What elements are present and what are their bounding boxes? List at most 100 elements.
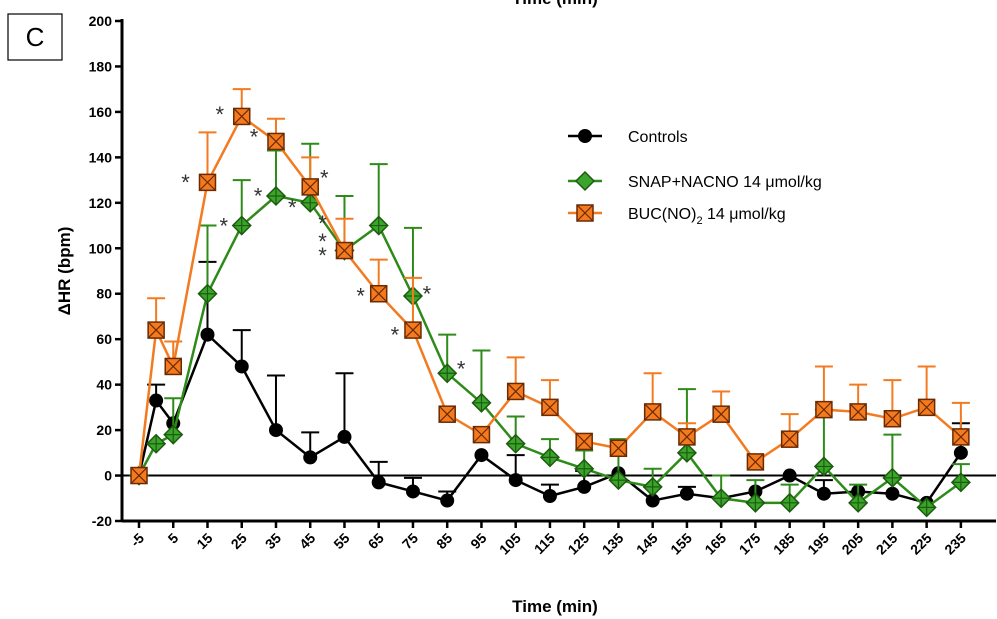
data-point-detail [301, 178, 319, 196]
x-tick-label: 35 [262, 530, 284, 552]
significance-marker: * [181, 170, 190, 195]
data-point-detail [233, 108, 251, 125]
x-axis-title: Time (min) [512, 597, 598, 616]
y-tick-label: 60 [96, 331, 112, 347]
x-tick-label: 195 [804, 530, 832, 558]
x-tick-label: 155 [667, 530, 695, 558]
significance-marker: * [250, 125, 259, 150]
legend: Controls SNAP+NACNO 14 μmol/kg BUC(NO)2 14… [568, 129, 822, 227]
data-point [268, 423, 283, 438]
x-tick-label: 115 [531, 530, 558, 557]
x-tick-label: 65 [365, 530, 387, 552]
x-tick-label: 15 [193, 530, 215, 552]
y-tick-label: 180 [89, 58, 113, 74]
y-tick-label: 0 [104, 468, 112, 484]
data-point-detail [918, 398, 936, 416]
data-point [542, 489, 557, 503]
data-point [953, 445, 968, 460]
data-point-detail [815, 401, 833, 419]
data-point [371, 475, 386, 490]
x-tick-label: 5 [165, 530, 182, 547]
data-point-detail [712, 405, 730, 423]
data-point [782, 468, 797, 483]
data-point-detail [336, 242, 353, 259]
y-tick-label: 20 [96, 422, 112, 438]
x-tick-label: 85 [433, 530, 455, 552]
data-point [508, 473, 523, 488]
data-point-detail [746, 453, 764, 471]
y-tick-label: -20 [92, 513, 112, 529]
significance-marker: * [457, 356, 466, 381]
legend-label-subscript: 2 [696, 215, 702, 227]
y-tick-label: 100 [89, 240, 113, 256]
data-point [337, 429, 352, 444]
series-buc-no2 [130, 88, 970, 485]
legend-label: SNAP+NACNO 14 μmol/kg [628, 174, 822, 191]
x-tick-label: 205 [838, 530, 866, 558]
data-point-detail [164, 358, 182, 375]
significance-marker: * [288, 195, 297, 220]
significance-marker: * [318, 229, 327, 254]
x-tick-label: 105 [496, 530, 524, 558]
data-point [645, 493, 660, 508]
x-tick-label: 75 [399, 530, 421, 552]
data-point-detail [849, 403, 867, 421]
significance-marker: * [391, 322, 400, 347]
legend-marker [574, 170, 596, 192]
y-axis-title: ΔHR (bpm) [55, 227, 74, 316]
x-tick-label: 225 [907, 530, 935, 558]
data-point [474, 448, 489, 463]
significance-marker: * [219, 213, 228, 238]
data-point-detail [883, 410, 901, 428]
series-line [137, 194, 962, 509]
data-point-detail [644, 403, 662, 421]
data-point [577, 479, 592, 494]
x-tick-label: 215 [873, 530, 901, 558]
x-tick-label: 45 [296, 530, 318, 552]
panel-label: C [26, 22, 45, 52]
data-point [679, 486, 694, 501]
data-point-detail [541, 398, 559, 416]
data-point [405, 484, 420, 499]
data-point-detail [952, 428, 970, 446]
data-point-detail [147, 321, 165, 339]
legend-label-suffix: 14 μmol/kg [703, 206, 786, 223]
series-layer [128, 88, 971, 518]
data-point [440, 493, 455, 508]
x-tick-label: 125 [564, 530, 592, 558]
data-point-detail [404, 321, 422, 339]
y-tick-label: 140 [89, 149, 113, 165]
legend-label: Controls [628, 129, 688, 146]
top-cropped-title: Time (min) [512, 0, 598, 8]
data-point-detail [610, 439, 627, 457]
significance-marker: * [356, 284, 365, 309]
data-point [885, 486, 900, 501]
significance-marker: * [423, 281, 432, 306]
significance-marker: * [254, 184, 263, 209]
y-tick-label: 120 [89, 195, 113, 211]
x-tick-label: 145 [633, 530, 661, 558]
data-point-detail [507, 383, 525, 400]
data-point-detail [438, 405, 456, 423]
x-tick-label: -5 [127, 530, 147, 550]
data-point [303, 450, 318, 465]
x-tick-label: 55 [330, 530, 352, 552]
data-point-detail [575, 433, 593, 450]
data-point [149, 393, 164, 408]
data-point-detail [130, 467, 148, 484]
significance-marker: * [318, 243, 327, 268]
data-point-detail [370, 285, 388, 303]
data-point-detail [267, 133, 285, 150]
legend-marker [578, 129, 592, 143]
data-point-detail [678, 428, 696, 446]
significance-marker: * [318, 211, 327, 236]
y-tick-label: 200 [89, 13, 113, 29]
legend-marker-detail [576, 204, 594, 222]
x-tick-label: 235 [941, 530, 969, 558]
x-tick-label: 25 [228, 530, 250, 552]
x-tick-label: 175 [736, 530, 764, 558]
y-tick-label: 160 [89, 104, 113, 120]
y-tick-label: 40 [96, 377, 112, 393]
data-point-detail [473, 426, 490, 444]
